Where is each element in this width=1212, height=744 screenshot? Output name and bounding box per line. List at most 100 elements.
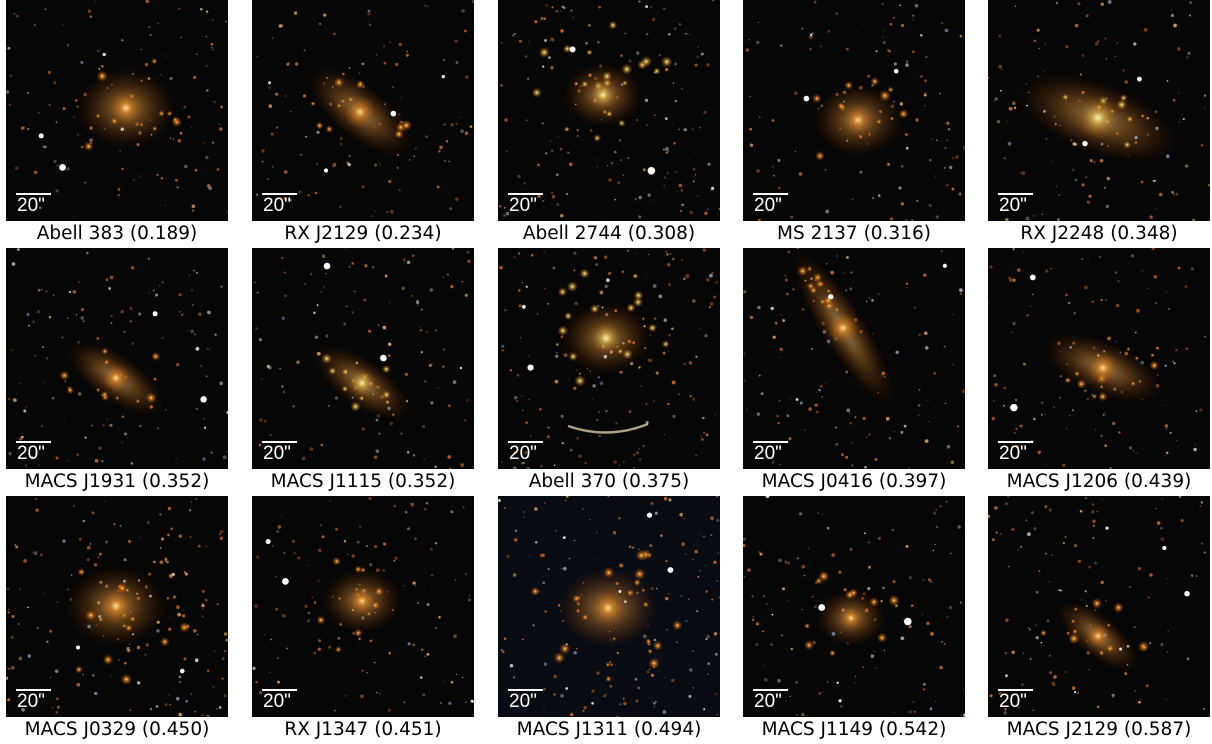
background-source [307,611,311,615]
background-source [607,496,610,498]
background-source [428,281,430,283]
member-galaxy [125,647,132,654]
background-source [1145,684,1149,688]
background-source [1014,432,1016,434]
background-source [1068,301,1071,305]
foreground-star [180,668,185,674]
background-source [157,427,159,430]
member-galaxy [95,113,101,119]
member-galaxy [812,272,823,283]
background-source [1138,700,1141,704]
background-source [337,636,341,640]
background-source [500,648,503,652]
background-source [110,314,113,317]
background-source [925,346,929,350]
background-source [525,421,528,424]
background-source [372,266,375,269]
background-source [201,608,204,611]
background-source [500,84,503,87]
member-galaxy [384,399,391,405]
background-source [375,418,379,422]
background-source [755,622,759,626]
background-source [711,272,714,275]
background-source [223,694,227,698]
background-source [26,312,30,317]
background-source [573,539,576,542]
member-galaxy [876,632,888,643]
background-source [882,586,885,590]
background-source [1116,42,1118,44]
background-source [618,465,620,467]
background-source [798,172,803,176]
background-source [699,569,701,572]
background-source [836,255,839,257]
background-source [877,194,881,197]
background-source [939,505,942,508]
background-source [867,132,872,136]
background-source [75,99,78,102]
background-source [688,361,693,365]
background-source [618,517,621,520]
member-galaxy [178,622,190,633]
background-source [692,167,696,171]
background-source [286,62,290,66]
background-source [196,633,199,636]
background-source [498,499,501,502]
background-source [1100,2,1105,6]
background-source [166,596,170,600]
background-source [199,7,203,11]
background-source [992,399,995,402]
background-source [758,374,761,377]
background-source [1172,360,1174,363]
background-source [521,638,524,641]
background-source [91,511,95,515]
background-source [455,673,458,676]
foreground-star [893,68,899,74]
background-source [712,0,714,1]
background-source [749,143,754,147]
background-source [94,691,98,696]
background-source [1140,180,1144,184]
member-galaxy [562,44,572,54]
background-source [13,12,16,15]
background-source [321,535,325,539]
member-galaxy [350,401,362,412]
background-source [716,713,718,716]
background-source [696,55,700,59]
background-source [131,342,135,345]
background-source [596,671,600,675]
background-source [898,186,902,190]
background-source [1053,675,1057,679]
background-source [539,407,542,411]
background-source [922,682,926,686]
background-source [144,653,147,656]
member-galaxy [357,636,362,641]
background-source [550,149,554,153]
background-source [843,588,847,592]
background-source [664,67,669,72]
background-source [932,511,937,515]
background-source [220,105,224,109]
member-galaxy [325,125,334,133]
background-source [129,307,133,310]
background-source [1037,75,1039,78]
background-source [559,610,562,612]
background-source [1025,216,1030,221]
background-source [1100,298,1103,302]
background-source [543,706,545,708]
background-source [98,68,101,70]
background-source [201,714,204,717]
background-source [685,619,688,623]
background-source [714,652,718,656]
background-source [439,145,443,150]
background-source [35,498,37,500]
background-source [101,64,104,68]
background-source [428,364,432,367]
background-source [570,712,574,717]
background-source [434,465,437,468]
background-source [705,590,708,593]
background-source [624,32,626,35]
background-source [667,402,670,406]
background-source [226,211,228,214]
background-source [1134,689,1137,693]
